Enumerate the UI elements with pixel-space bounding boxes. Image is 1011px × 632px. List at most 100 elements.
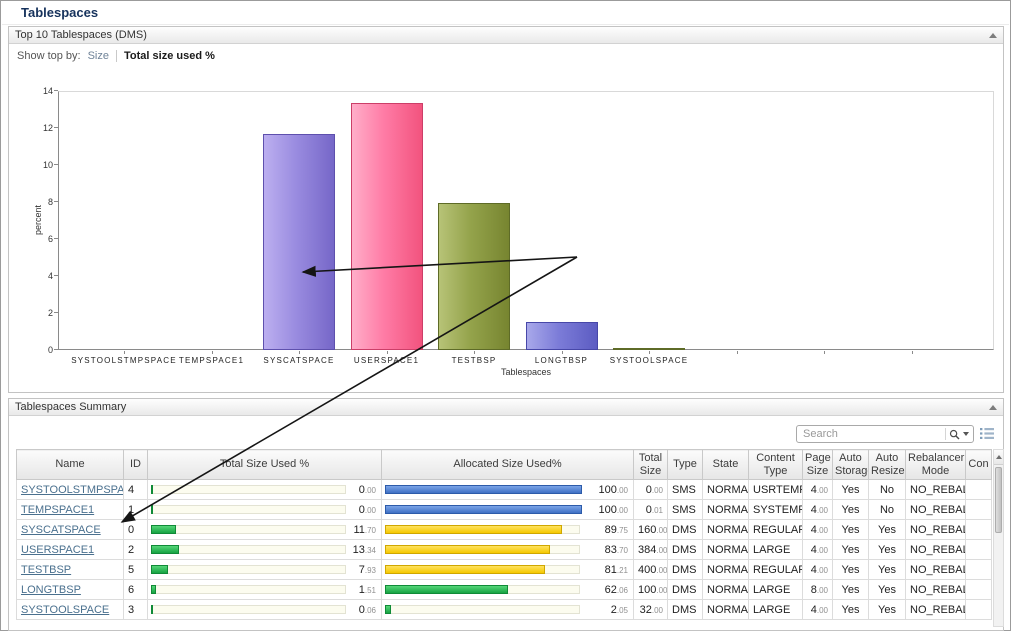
usage-bar-track xyxy=(385,605,580,614)
cell-content-type: LARGE xyxy=(748,599,803,620)
cell-auto-resize: Yes xyxy=(868,559,906,580)
option-separator xyxy=(116,50,117,62)
table-header-row: Name ID Total Size Used % Allocated Size Us… xyxy=(16,449,992,480)
column-header-page_size[interactable]: Page Size xyxy=(802,449,833,480)
cell-allocated-size-used-pct: 81.21 xyxy=(381,559,634,580)
collapse-panel-icon[interactable] xyxy=(989,405,997,410)
chart-bar-longtbsp[interactable] xyxy=(525,322,598,350)
cell-id: 5 xyxy=(123,559,148,580)
x-axis-tick xyxy=(474,351,475,354)
column-header-auto_resize[interactable]: Auto Resize xyxy=(868,449,906,480)
y-axis-tick-label: 2 xyxy=(47,308,53,318)
tablespace-link[interactable]: USERSPACE1 xyxy=(21,543,95,556)
usage-bar-track xyxy=(151,585,346,594)
column-header-auto_storage[interactable]: Auto Storage xyxy=(832,449,869,480)
x-axis-tick xyxy=(824,351,825,354)
cell-rebalancer-mode: NO_REBAL xyxy=(905,479,966,500)
cell-type: DMS xyxy=(667,539,703,560)
cell-type: SMS xyxy=(667,479,703,500)
cell-id: 2 xyxy=(123,539,148,560)
cell-con xyxy=(965,499,992,520)
usage-bar-track xyxy=(151,485,346,494)
cell-auto-storage: Yes xyxy=(832,539,869,560)
cell-id: 0 xyxy=(123,519,148,540)
usage-bar-track xyxy=(151,505,346,514)
title-divider xyxy=(2,24,1009,25)
cell-total-size-used-pct: 7.93 xyxy=(147,559,382,580)
column-header-id[interactable]: ID xyxy=(123,449,148,480)
column-header-con[interactable]: Con xyxy=(965,449,992,480)
usage-value: 0.00 xyxy=(358,503,376,516)
column-header-content_type[interactable]: Content Type xyxy=(748,449,803,480)
column-header-total_size[interactable]: Total Size xyxy=(633,449,668,480)
usage-value: 13.34 xyxy=(352,543,376,556)
y-axis-tick-label: 14 xyxy=(42,86,53,96)
scrollbar-thumb[interactable] xyxy=(995,467,1002,533)
search-icon[interactable] xyxy=(949,429,960,440)
tablespace-link[interactable]: TEMPSPACE1 xyxy=(21,503,95,516)
column-header-used_pct[interactable]: Total Size Used % xyxy=(147,449,382,480)
usage-bar-track xyxy=(385,545,580,554)
column-header-name[interactable]: Name xyxy=(16,449,124,480)
search-dropdown-caret-icon[interactable] xyxy=(963,432,969,436)
cell-total-size: 384.00 xyxy=(633,539,668,560)
tablespace-link[interactable]: SYSCATSPACE xyxy=(21,523,101,536)
customize-columns-icon[interactable] xyxy=(980,427,994,440)
vertical-scrollbar[interactable] xyxy=(993,449,1004,627)
cell-allocated-size-used-pct: 100.00 xyxy=(381,499,634,520)
scrollbar-up-button[interactable] xyxy=(994,450,1003,465)
cell-name: SYSCATSPACE xyxy=(16,519,124,540)
y-axis-tick-label: 6 xyxy=(47,234,53,244)
usage-bar-fill xyxy=(151,545,179,554)
cell-total-size: 160.00 xyxy=(633,519,668,540)
cell-page-size: 8.00 xyxy=(802,579,833,600)
cell-auto-storage: Yes xyxy=(832,559,869,580)
search-input[interactable] xyxy=(803,428,942,440)
y-axis-tick-label: 12 xyxy=(42,123,53,133)
chart-bar-userspace1[interactable] xyxy=(350,103,423,350)
tablespace-link[interactable]: SYSTOOLSTMPSPACE xyxy=(21,483,124,496)
cell-id: 4 xyxy=(123,479,148,500)
column-header-alloc_pct[interactable]: Allocated Size Used% xyxy=(381,449,634,480)
y-axis-title: percent xyxy=(33,204,43,236)
show-top-by-size-option[interactable]: Size xyxy=(87,50,109,62)
tablespace-link[interactable]: TESTBSP xyxy=(21,563,72,576)
chart-bar-testbsp[interactable] xyxy=(438,203,510,350)
search-box[interactable] xyxy=(796,425,974,443)
cell-auto-resize: Yes xyxy=(868,599,906,620)
cell-rebalancer-mode: NO_REBAL xyxy=(905,539,966,560)
chart-bar-syscatspace[interactable] xyxy=(263,134,335,350)
x-axis-title: Tablespaces xyxy=(500,367,552,377)
usage-bar-fill xyxy=(385,565,545,574)
show-top-by-total-used-option[interactable]: Total size used % xyxy=(124,50,215,62)
cell-auto-resize: No xyxy=(868,499,906,520)
cell-id: 6 xyxy=(123,579,148,600)
cell-type: DMS xyxy=(667,579,703,600)
top-panel-header: Top 10 Tablespaces (DMS) xyxy=(9,27,1003,44)
y-axis-tick xyxy=(54,312,58,313)
cell-type: DMS xyxy=(667,599,703,620)
cell-rebalancer-mode: NO_REBAL xyxy=(905,519,966,540)
tablespace-link[interactable]: LONGTBSP xyxy=(21,583,81,596)
y-axis-tick-label: 8 xyxy=(47,197,53,207)
tablespace-link[interactable]: SYSTOOLSPACE xyxy=(21,603,110,616)
cell-auto-resize: Yes xyxy=(868,519,906,540)
y-axis-tick-label: 10 xyxy=(42,160,53,170)
cell-content-type: USRTEMP xyxy=(748,479,803,500)
y-axis-tick xyxy=(54,90,58,91)
tablespaces-bar-chart: 0 2 4 6 8 10 12 14 SYSTOOLSTMPSPACE TEMPSPACE1 SYS… xyxy=(9,27,1003,392)
collapse-panel-icon[interactable] xyxy=(989,33,997,38)
usage-value: 62.06 xyxy=(604,583,628,596)
chart-bar-systoolspace[interactable] xyxy=(613,348,685,350)
column-header-rebalancer_mode[interactable]: Rebalancer Mode xyxy=(905,449,966,480)
usage-bar-fill xyxy=(385,485,582,494)
cell-con xyxy=(965,599,992,620)
cell-id: 1 xyxy=(123,499,148,520)
usage-bar-fill xyxy=(385,585,508,594)
summary-panel-header: Tablespaces Summary xyxy=(9,399,1003,416)
column-header-type[interactable]: Type xyxy=(667,449,703,480)
chart-plot-area xyxy=(58,91,994,350)
cell-rebalancer-mode: NO_REBAL xyxy=(905,599,966,620)
column-header-state[interactable]: State xyxy=(702,449,749,480)
